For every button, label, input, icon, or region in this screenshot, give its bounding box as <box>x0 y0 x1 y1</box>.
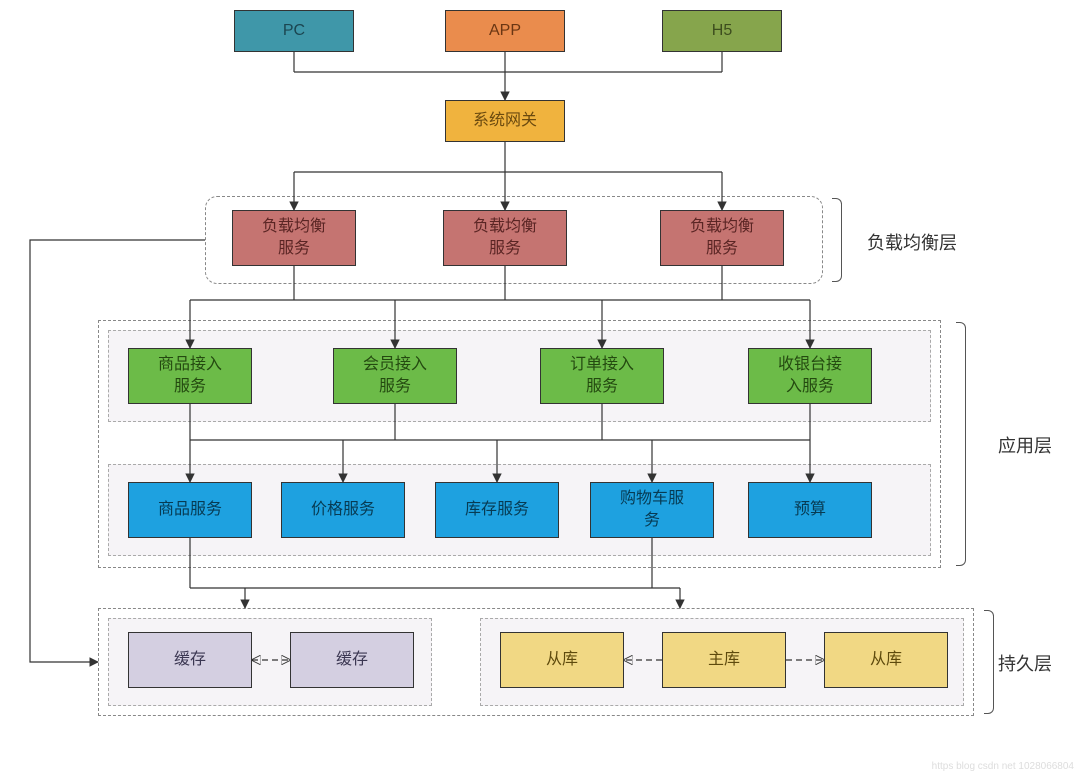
node-b1: 商品服务 <box>128 482 252 538</box>
node-d1: 从库 <box>500 632 624 688</box>
node-s2: 会员接入 服务 <box>333 348 457 404</box>
brace-ll-app <box>956 322 966 566</box>
label-ll-lb: 负载均衡层 <box>867 229 957 255</box>
node-s3: 订单接入 服务 <box>540 348 664 404</box>
node-h5: H5 <box>662 10 782 52</box>
node-b5: 预算 <box>748 482 872 538</box>
node-app: APP <box>445 10 565 52</box>
brace-ll-per <box>984 610 994 714</box>
node-lb1: 负载均衡 服务 <box>232 210 356 266</box>
diagram-canvas: https blog csdn net 1028066804 PC APP H5 系统… <box>0 0 1080 774</box>
node-lb3: 负载均衡 服务 <box>660 210 784 266</box>
node-pc: PC <box>234 10 354 52</box>
node-b2: 价格服务 <box>281 482 405 538</box>
node-c2: 缓存 <box>290 632 414 688</box>
node-gw: 系统网关 <box>445 100 565 142</box>
brace-ll-lb <box>832 198 842 282</box>
node-s1: 商品接入 服务 <box>128 348 252 404</box>
node-s4: 收银台接 入服务 <box>748 348 872 404</box>
node-lb2: 负载均衡 服务 <box>443 210 567 266</box>
node-b4: 购物车服 务 <box>590 482 714 538</box>
node-d3: 从库 <box>824 632 948 688</box>
node-b3: 库存服务 <box>435 482 559 538</box>
node-c1: 缓存 <box>128 632 252 688</box>
label-ll-per: 持久层 <box>998 650 1052 676</box>
node-d2: 主库 <box>662 632 786 688</box>
label-ll-app: 应用层 <box>998 432 1052 458</box>
watermark: https blog csdn net 1028066804 <box>932 761 1074 772</box>
